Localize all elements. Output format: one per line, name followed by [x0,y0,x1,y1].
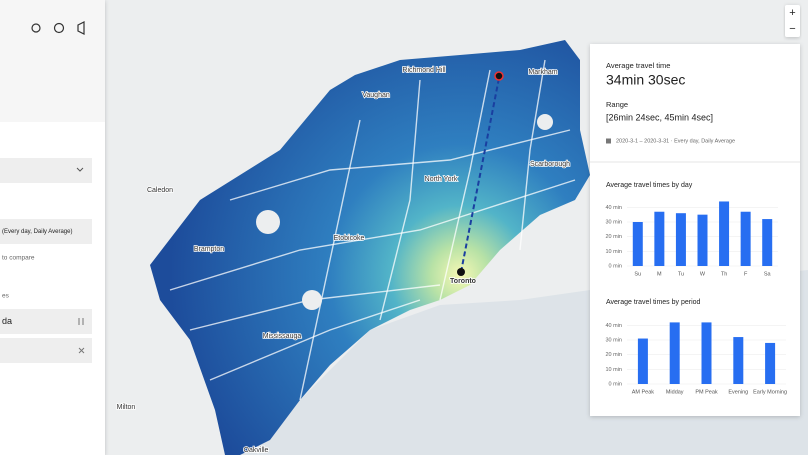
section-label: es [2,293,10,300]
bar [654,211,665,266]
range-label: Range [606,100,628,109]
y-tick-label: 10 min [605,249,622,255]
zoom-controls: + − [785,5,800,37]
swap-icon[interactable] [78,318,84,325]
roads [169,59,576,401]
date-field[interactable] [0,219,92,244]
heatmap[interactable] [150,40,590,455]
x-tick-label: Midday [666,389,684,395]
x-tick-label: Su [634,271,641,277]
zoom-in[interactable]: + [789,7,795,19]
x-tick-label: Evening [728,389,748,395]
travel-time-label: Average travel time [606,61,670,70]
destination-pin[interactable] [494,71,504,81]
zoom-box [785,5,800,37]
date-field-text: (Every day, Daily Average) [2,229,72,235]
x-tick-label: Sa [764,271,772,277]
bar [669,322,680,384]
y-tick-label: 0 min [609,381,622,387]
origin-pin[interactable] [457,268,465,276]
map-label: Vaughan [362,92,390,99]
x-tick-label: M [657,271,662,277]
bar [719,201,730,266]
destination-field[interactable] [0,338,92,363]
help-icon[interactable] [53,22,65,34]
bar [701,322,712,384]
sidebar-header [0,0,105,122]
chevron [76,167,84,172]
x-tick-label: W [700,271,706,277]
y-tick-label: 40 min [605,323,622,329]
sidebar: (Every day, Daily Average) to compare es… [0,0,105,455]
dropdown[interactable] [0,158,92,183]
x-tick-label: F [744,271,748,277]
y-tick-label: 20 min [605,352,622,358]
y-tick-label: 30 min [605,337,622,343]
range: [26min 24sec, 45min 4sec] [606,112,713,122]
date-range: 2020-3-1 – 2020-3-31 · Every day, Daily … [616,138,735,144]
y-tick-label: 40 min [605,205,622,211]
map-label: North York [425,176,458,183]
calendar-icon [606,138,611,144]
x-tick-label: AM Peak [632,389,655,395]
x-tick-label: PM Peak [695,389,718,395]
x-tick-label: Tu [678,271,684,277]
bar [733,337,744,384]
travel-time: 34min 30sec [606,72,685,88]
map-label: Oakville [244,447,269,454]
map-label: Milton [117,404,136,411]
x-tick-label: Th [721,271,727,277]
map-label: Markham [528,69,557,76]
x-tick-label: Early Morning [753,389,787,395]
bar [632,222,643,266]
origin-text: da [2,316,12,326]
map-label: Caledon [147,187,173,194]
zoom-out[interactable]: − [789,23,795,35]
route [460,77,500,273]
map-label: Etobicoke [334,235,365,242]
bar [740,211,751,266]
holes [256,114,553,310]
announce-icon[interactable] [77,21,85,35]
map-label: Richmond Hill [402,67,446,74]
map-label: Brampton [194,246,224,253]
map-labels: Richmond Hill Markham Vaughan Caledon No… [116,66,571,455]
y-tick-label: 20 min [605,234,622,240]
bar [762,219,773,266]
y-tick-label: 30 min [605,219,622,225]
y-tick-label: 10 min [605,367,622,373]
bar [765,342,776,384]
chart-title: Average travel times by period [606,299,701,306]
bar [637,338,648,384]
chart-title: Average travel times by day [606,182,693,189]
clear-icon[interactable] [78,347,85,354]
map-label: Mississauga [263,333,302,340]
bar [697,214,708,266]
map-label: Toronto [450,278,476,285]
map-label: Scarborough [530,161,570,168]
bar [675,213,686,266]
y-tick-label: 0 min [609,263,622,269]
compare-link[interactable]: to compare [2,255,35,262]
share-icon[interactable] [31,23,41,33]
origin-field[interactable] [0,309,92,334]
